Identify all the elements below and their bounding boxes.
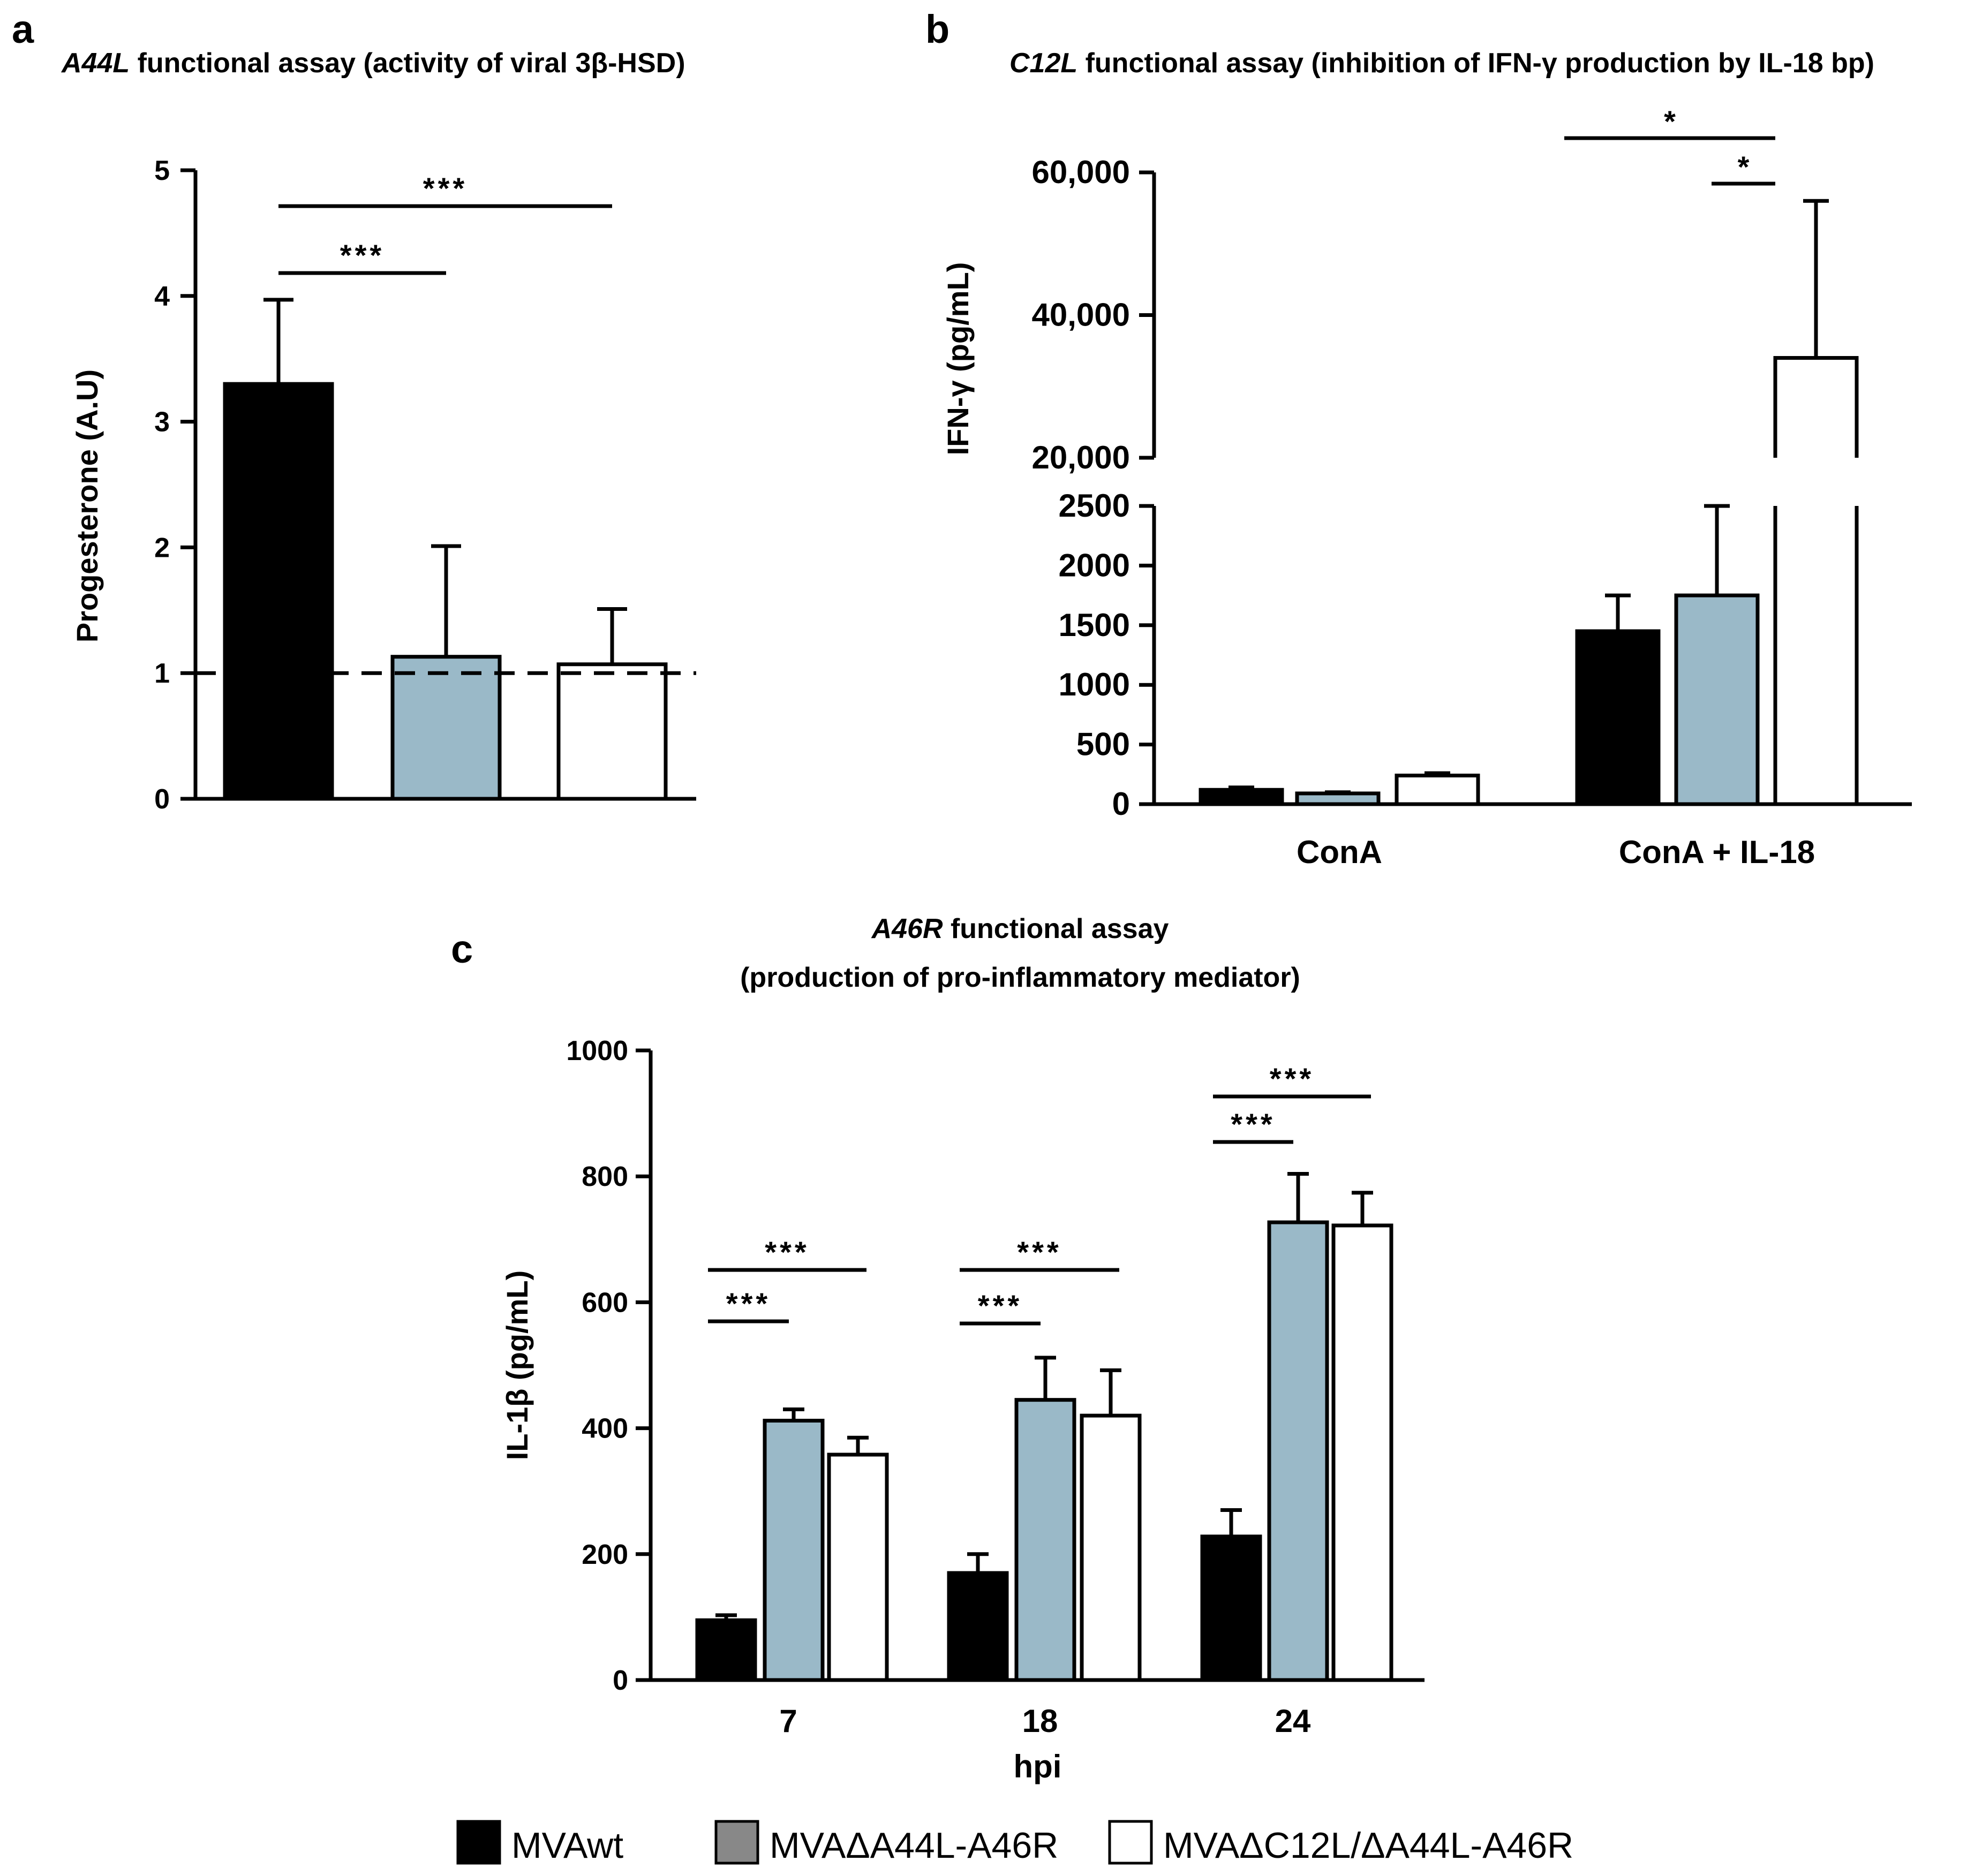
y-axis-label: IFN-γ (pg/mL) (941, 262, 975, 456)
significance-label: *** (1017, 1235, 1061, 1269)
x-category-label: 24 (1275, 1703, 1311, 1739)
bar (1199, 788, 1284, 806)
y-tick-label: 1 (154, 658, 170, 689)
y-tick-label: 1500 (1059, 607, 1130, 643)
panel-c-title-line2: (production of pro-inflammatory mediator… (740, 962, 1300, 993)
y-tick-label: 2000 (1059, 547, 1130, 583)
significance-label: *** (1270, 1062, 1314, 1095)
y-tick-label: 200 (582, 1539, 628, 1570)
bar (1080, 1413, 1142, 1682)
panel-a-title-gene: A44L (61, 48, 130, 79)
y-tick-label: 1000 (566, 1035, 628, 1066)
legend-label-3: MVAΔC12L/ΔA44L-A46R (1163, 1825, 1573, 1866)
y-axis-label: IL-1β (pg/mL) (500, 1270, 534, 1461)
bar-lower-segment (1773, 506, 1859, 806)
y-tick-label: 800 (582, 1161, 628, 1192)
bar-upper-segment (1773, 355, 1859, 458)
panel-a-title-text: functional assay (activity of viral 3β-H… (130, 48, 685, 79)
bar (1295, 791, 1381, 806)
panel-b-title-text: functional assay (inhibition of IFN-γ pr… (1077, 48, 1874, 79)
y-tick-label: 500 (1076, 727, 1130, 762)
significance-label: *** (423, 171, 468, 205)
significance-label: *** (340, 238, 385, 272)
bar (1395, 774, 1480, 806)
bar (1331, 1223, 1393, 1682)
panel-b-title-gene: C12L (1009, 48, 1077, 79)
bar (947, 1571, 1009, 1682)
y-tick-label: 1000 (1059, 667, 1130, 702)
y-tick-label: 400 (582, 1413, 628, 1444)
bar (556, 662, 668, 801)
x-category-label: 7 (779, 1703, 797, 1739)
panel-b-title: C12L functional assay (inhibition of IFN… (1009, 48, 1874, 79)
legend-swatch-1 (456, 1820, 501, 1865)
y-tick-label: 60,000 (1031, 154, 1130, 190)
y-tick-label: 0 (613, 1665, 628, 1696)
bar (695, 1618, 757, 1682)
significance-label: *** (726, 1287, 771, 1320)
x-category-label: 18 (1022, 1703, 1058, 1739)
y-tick-label: 0 (1112, 786, 1130, 822)
x-category-label: ConA (1297, 834, 1382, 870)
legend-swatch-2 (714, 1820, 759, 1865)
x-axis-label: hpi (1014, 1749, 1062, 1784)
panel-a-letter: a (12, 7, 34, 51)
legend-label-1: MVAwt (511, 1825, 623, 1866)
panel-b-letter: b (925, 7, 949, 51)
legend-label-2: MVAΔA44L-A46R (770, 1825, 1058, 1866)
y-tick-label: 0 (154, 784, 170, 815)
significance-label: *** (1231, 1107, 1275, 1141)
significance-label: * (1738, 150, 1750, 184)
bar (1267, 1220, 1329, 1682)
y-tick-label: 2500 (1059, 488, 1130, 524)
y-tick-label: 5 (154, 155, 170, 186)
panel-b-chart: 0 500 1000 1500 2000 2500 20,000 40,000 60,000 IF… (941, 104, 1912, 870)
significance-label: *** (978, 1289, 1022, 1322)
panel-c-title-gene: A46R (871, 913, 943, 944)
y-tick-label: 600 (582, 1287, 628, 1318)
bar (1575, 629, 1661, 806)
bar (390, 655, 502, 801)
y-tick-label: 40,000 (1031, 297, 1130, 333)
panel-a-chart: 0 1 2 3 4 5 Progesterone (A.U) *** *** (70, 155, 696, 815)
significance-label: *** (765, 1235, 809, 1269)
bar (223, 382, 334, 801)
panel-a-title: A44L functional assay (activity of viral… (61, 48, 685, 79)
panel-c-title-line1: A46R functional assay (871, 913, 1169, 944)
y-axis-label: Progesterone (A.U) (70, 369, 104, 642)
bar (1674, 593, 1760, 806)
legend-swatch-3 (1108, 1820, 1153, 1865)
y-tick-label: 2 (154, 532, 170, 563)
panel-c-title-text: functional assay (943, 913, 1169, 944)
bar (827, 1453, 889, 1682)
panel-c-chart: 0 200 400 600 800 1000 IL-1β (pg/mL) hpi 7 18 24 **… (500, 1035, 1425, 1784)
bar (763, 1418, 825, 1682)
y-tick-label: 4 (154, 281, 170, 312)
panel-c-letter: c (451, 927, 473, 971)
y-tick-label: 20,000 (1031, 440, 1130, 475)
x-category-label: ConA + IL-18 (1619, 834, 1815, 870)
significance-label: * (1664, 104, 1676, 138)
bar (1014, 1398, 1076, 1682)
bar (1200, 1534, 1262, 1682)
y-tick-label: 3 (154, 407, 170, 438)
legend: MVAwt MVAΔA44L-A46R MVAΔC12L/ΔA44L-A46R (456, 1820, 1573, 1866)
